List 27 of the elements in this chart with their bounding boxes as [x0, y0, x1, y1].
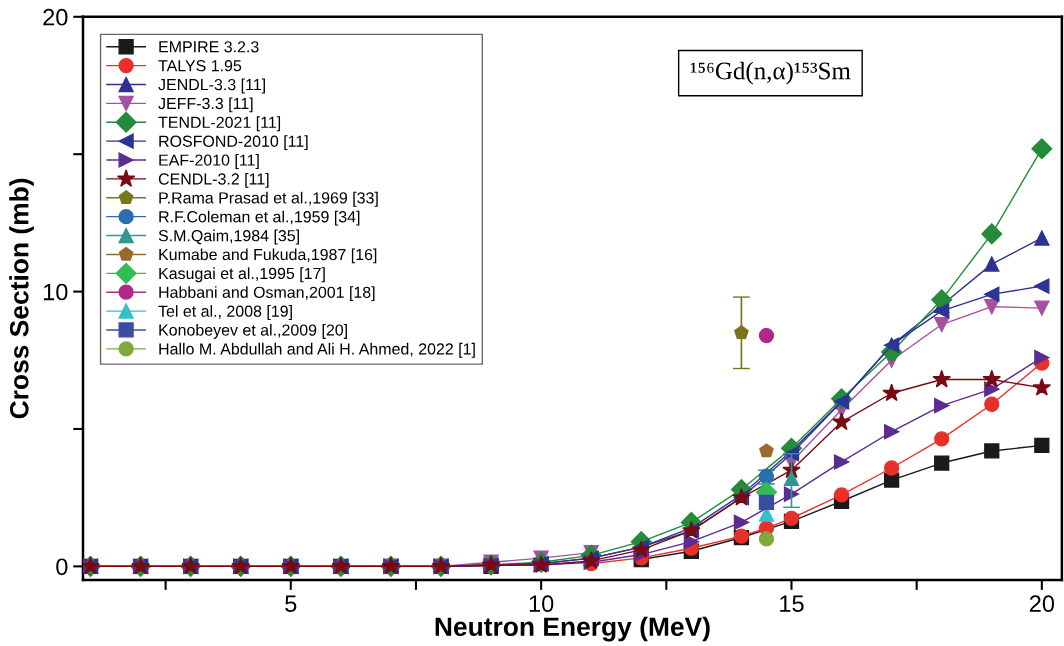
legend-label: JENDL-3.3 [11]: [158, 78, 265, 94]
legend-label: TENDL-2021 [11]: [158, 116, 281, 132]
x-tick-label: 15: [780, 595, 804, 613]
annotation: ¹⁵⁶Gd(n,α)¹⁵³Sm: [690, 61, 851, 85]
legend-label: ROSFOND-2010 [11]: [159, 135, 308, 151]
legend-label: Konobeyev et al.,2009 [20]: [159, 323, 347, 339]
y-axis-title: Cross Section (mb): [9, 178, 34, 419]
legend-label: P.Rama Prasad et al.,1969 [33]: [159, 191, 378, 207]
legend-label: CENDL-3.2 [11]: [158, 172, 269, 188]
legend-label: Kumabe and Fukuda,1987 [16]: [159, 248, 377, 264]
x-tick-label: 10: [529, 595, 554, 613]
y-tick-label: 0: [56, 558, 68, 576]
x-axis-title: Neutron Energy (MeV): [435, 616, 710, 642]
x-tick-label: 5: [285, 595, 297, 613]
legend-label: Kasugai et al.,1995 [17]: [159, 267, 325, 283]
legend-label: Tel et al., 2008 [19]: [158, 305, 292, 320]
legend-label: EAF-2010 [11]: [159, 154, 259, 169]
legend-label: Habbani and Osman,2001 [18]: [159, 286, 375, 302]
legend-label: R.F.Coleman et al.,1959 [34]: [159, 210, 360, 226]
legend-label: EMPIRE 3.2.3: [159, 41, 259, 53]
legend-label: JEFF-3.3 [11]: [158, 97, 253, 113]
legend-label: Hallo M. Abdullah and Ali H. Ahmed, 2022 [1]: [159, 342, 475, 358]
y-tick-label: 10: [43, 283, 68, 301]
x-tick-label: 20: [1029, 595, 1055, 613]
y-tick-label: 20: [43, 8, 68, 26]
legend-label: S.M.Qaim,1984 [35]: [158, 229, 299, 245]
legend-label: TALYS 1.95: [158, 60, 242, 72]
